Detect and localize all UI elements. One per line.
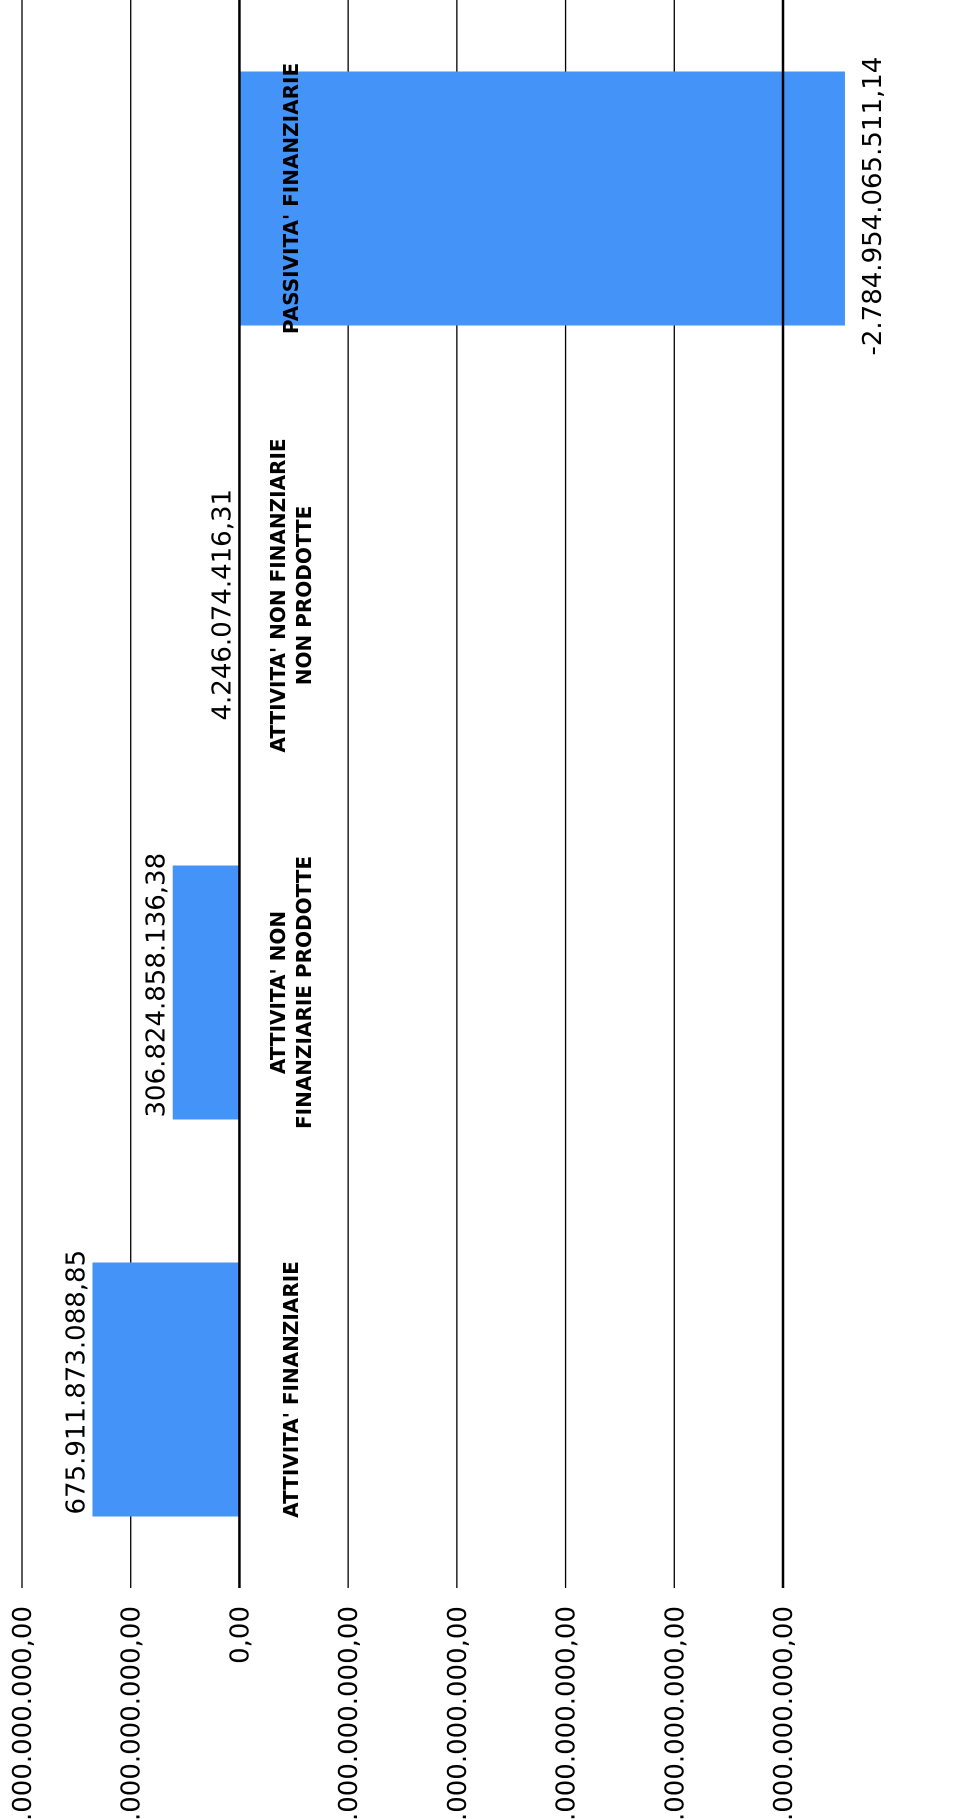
tick-label: -1.500.000.000.000,00	[552, 1606, 582, 1819]
data-label: 4.246.074.416,31	[208, 489, 238, 721]
tick-label: 500.000.000.000,00	[117, 1606, 147, 1819]
bars	[92, 71, 845, 1517]
category-label: ATTIVITA' NON	[266, 911, 290, 1074]
bar	[172, 865, 240, 1120]
tick-label: -1.000.000.000.000,00	[443, 1606, 473, 1819]
tick-label: -2.500.000.000.000,00	[769, 1606, 799, 1819]
category-label: FINANZIARIE PRODOTTE	[292, 856, 316, 1129]
bar	[92, 1262, 240, 1517]
tick-label: -500.000.000.000,00	[334, 1606, 364, 1819]
data-label: 675.911.873.088,85	[61, 1250, 91, 1515]
data-label: -2.784.954.065.511,14	[858, 57, 888, 356]
data-label: 306.824.858.136,38	[142, 853, 172, 1118]
labels: 1.000.000.000.000,00 500.000.000.000,00 0,…	[8, 57, 888, 1819]
category-label: ATTIVITA' FINANZIARIE	[279, 1261, 303, 1518]
tick-label: 0,00	[225, 1606, 255, 1664]
category-label: PASSIVITA' FINANZIARIE	[279, 63, 303, 334]
bar	[239, 71, 845, 326]
category-label: ATTIVITA' NON FINANZIARIE	[266, 438, 290, 752]
axes	[238, 0, 785, 1588]
tick-label: -2.000.000.000.000,00	[660, 1606, 690, 1819]
category-label: NON PRODOTTE	[292, 506, 316, 686]
tick-label: 1.000.000.000.000,00	[8, 1606, 38, 1819]
